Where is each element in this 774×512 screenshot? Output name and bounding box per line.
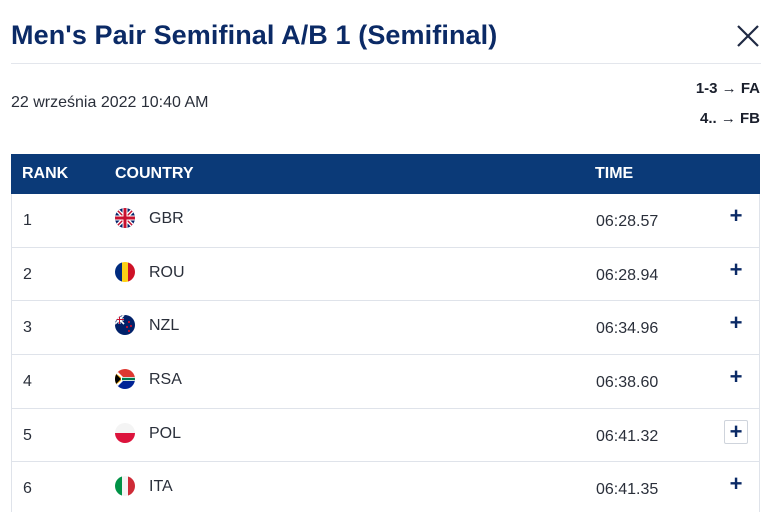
flag-gbr-icon [115, 208, 135, 228]
row-country: ITA [149, 478, 173, 496]
row-rank: 2 [23, 265, 32, 283]
expand-row-button[interactable]: + [724, 419, 748, 444]
table-row: 4 RSA 06:38.60 + [11, 355, 760, 409]
table-row: 2 ROU 06:28.94 + [11, 247, 760, 302]
table-row: 3 NZL 06:34.96 + [11, 301, 760, 356]
column-header-country: COUNTRY [115, 165, 194, 182]
results-table: RANK COUNTRY TIME 1 GBR 06:28.57 + [11, 154, 760, 512]
row-rank: 4 [23, 373, 32, 391]
row-time: 06:34.96 [596, 320, 659, 338]
flag-nzl-icon [115, 315, 135, 336]
expand-row-button[interactable]: + [729, 364, 743, 390]
row-time: 06:28.94 [596, 266, 659, 284]
flag-rou-icon [115, 261, 135, 282]
row-country: RSA [149, 371, 182, 389]
row-country: GBR [149, 210, 184, 227]
row-rank: 5 [23, 426, 32, 444]
row-time: 06:41.35 [596, 481, 659, 499]
expand-row-button[interactable]: + [729, 256, 743, 282]
progression-rule: 4.. → FB [699, 110, 760, 127]
row-rank: 1 [23, 212, 32, 229]
row-rank: 3 [23, 319, 32, 337]
table-row: 6 ITA 06:41.35 + [11, 462, 760, 512]
column-header-time: TIME [595, 165, 634, 182]
page-title: Men's Pair Semifinal A/B 1 (Semifinal) [11, 20, 498, 50]
race-datetime: 22 września 2022 10:40 AM [11, 94, 209, 111]
header-divider [11, 63, 761, 64]
row-time: 06:28.57 [596, 213, 659, 230]
row-time: 06:38.60 [596, 374, 659, 392]
flag-pol-icon [115, 422, 135, 443]
row-country: NZL [149, 317, 180, 335]
expand-row-button[interactable]: + [729, 471, 743, 497]
expand-row-button[interactable]: + [729, 310, 743, 336]
flag-rsa-icon [115, 369, 135, 390]
table-row: 1 GBR 06:28.57 + [11, 194, 760, 248]
row-country: POL [149, 424, 182, 442]
row-rank: 6 [23, 480, 32, 498]
flag-ita-icon [115, 476, 135, 497]
close-icon [737, 25, 759, 47]
table-header: RANK COUNTRY TIME [11, 154, 760, 194]
expand-row-button[interactable]: + [729, 203, 743, 228]
row-time: 06:41.32 [596, 427, 659, 445]
column-header-rank: RANK [22, 165, 69, 182]
row-country: ROU [149, 263, 185, 281]
close-button[interactable] [734, 22, 762, 50]
progression-rule: 1-3 → FA [695, 80, 760, 97]
table-row: 5 POL 06:41.32 + [11, 408, 760, 463]
